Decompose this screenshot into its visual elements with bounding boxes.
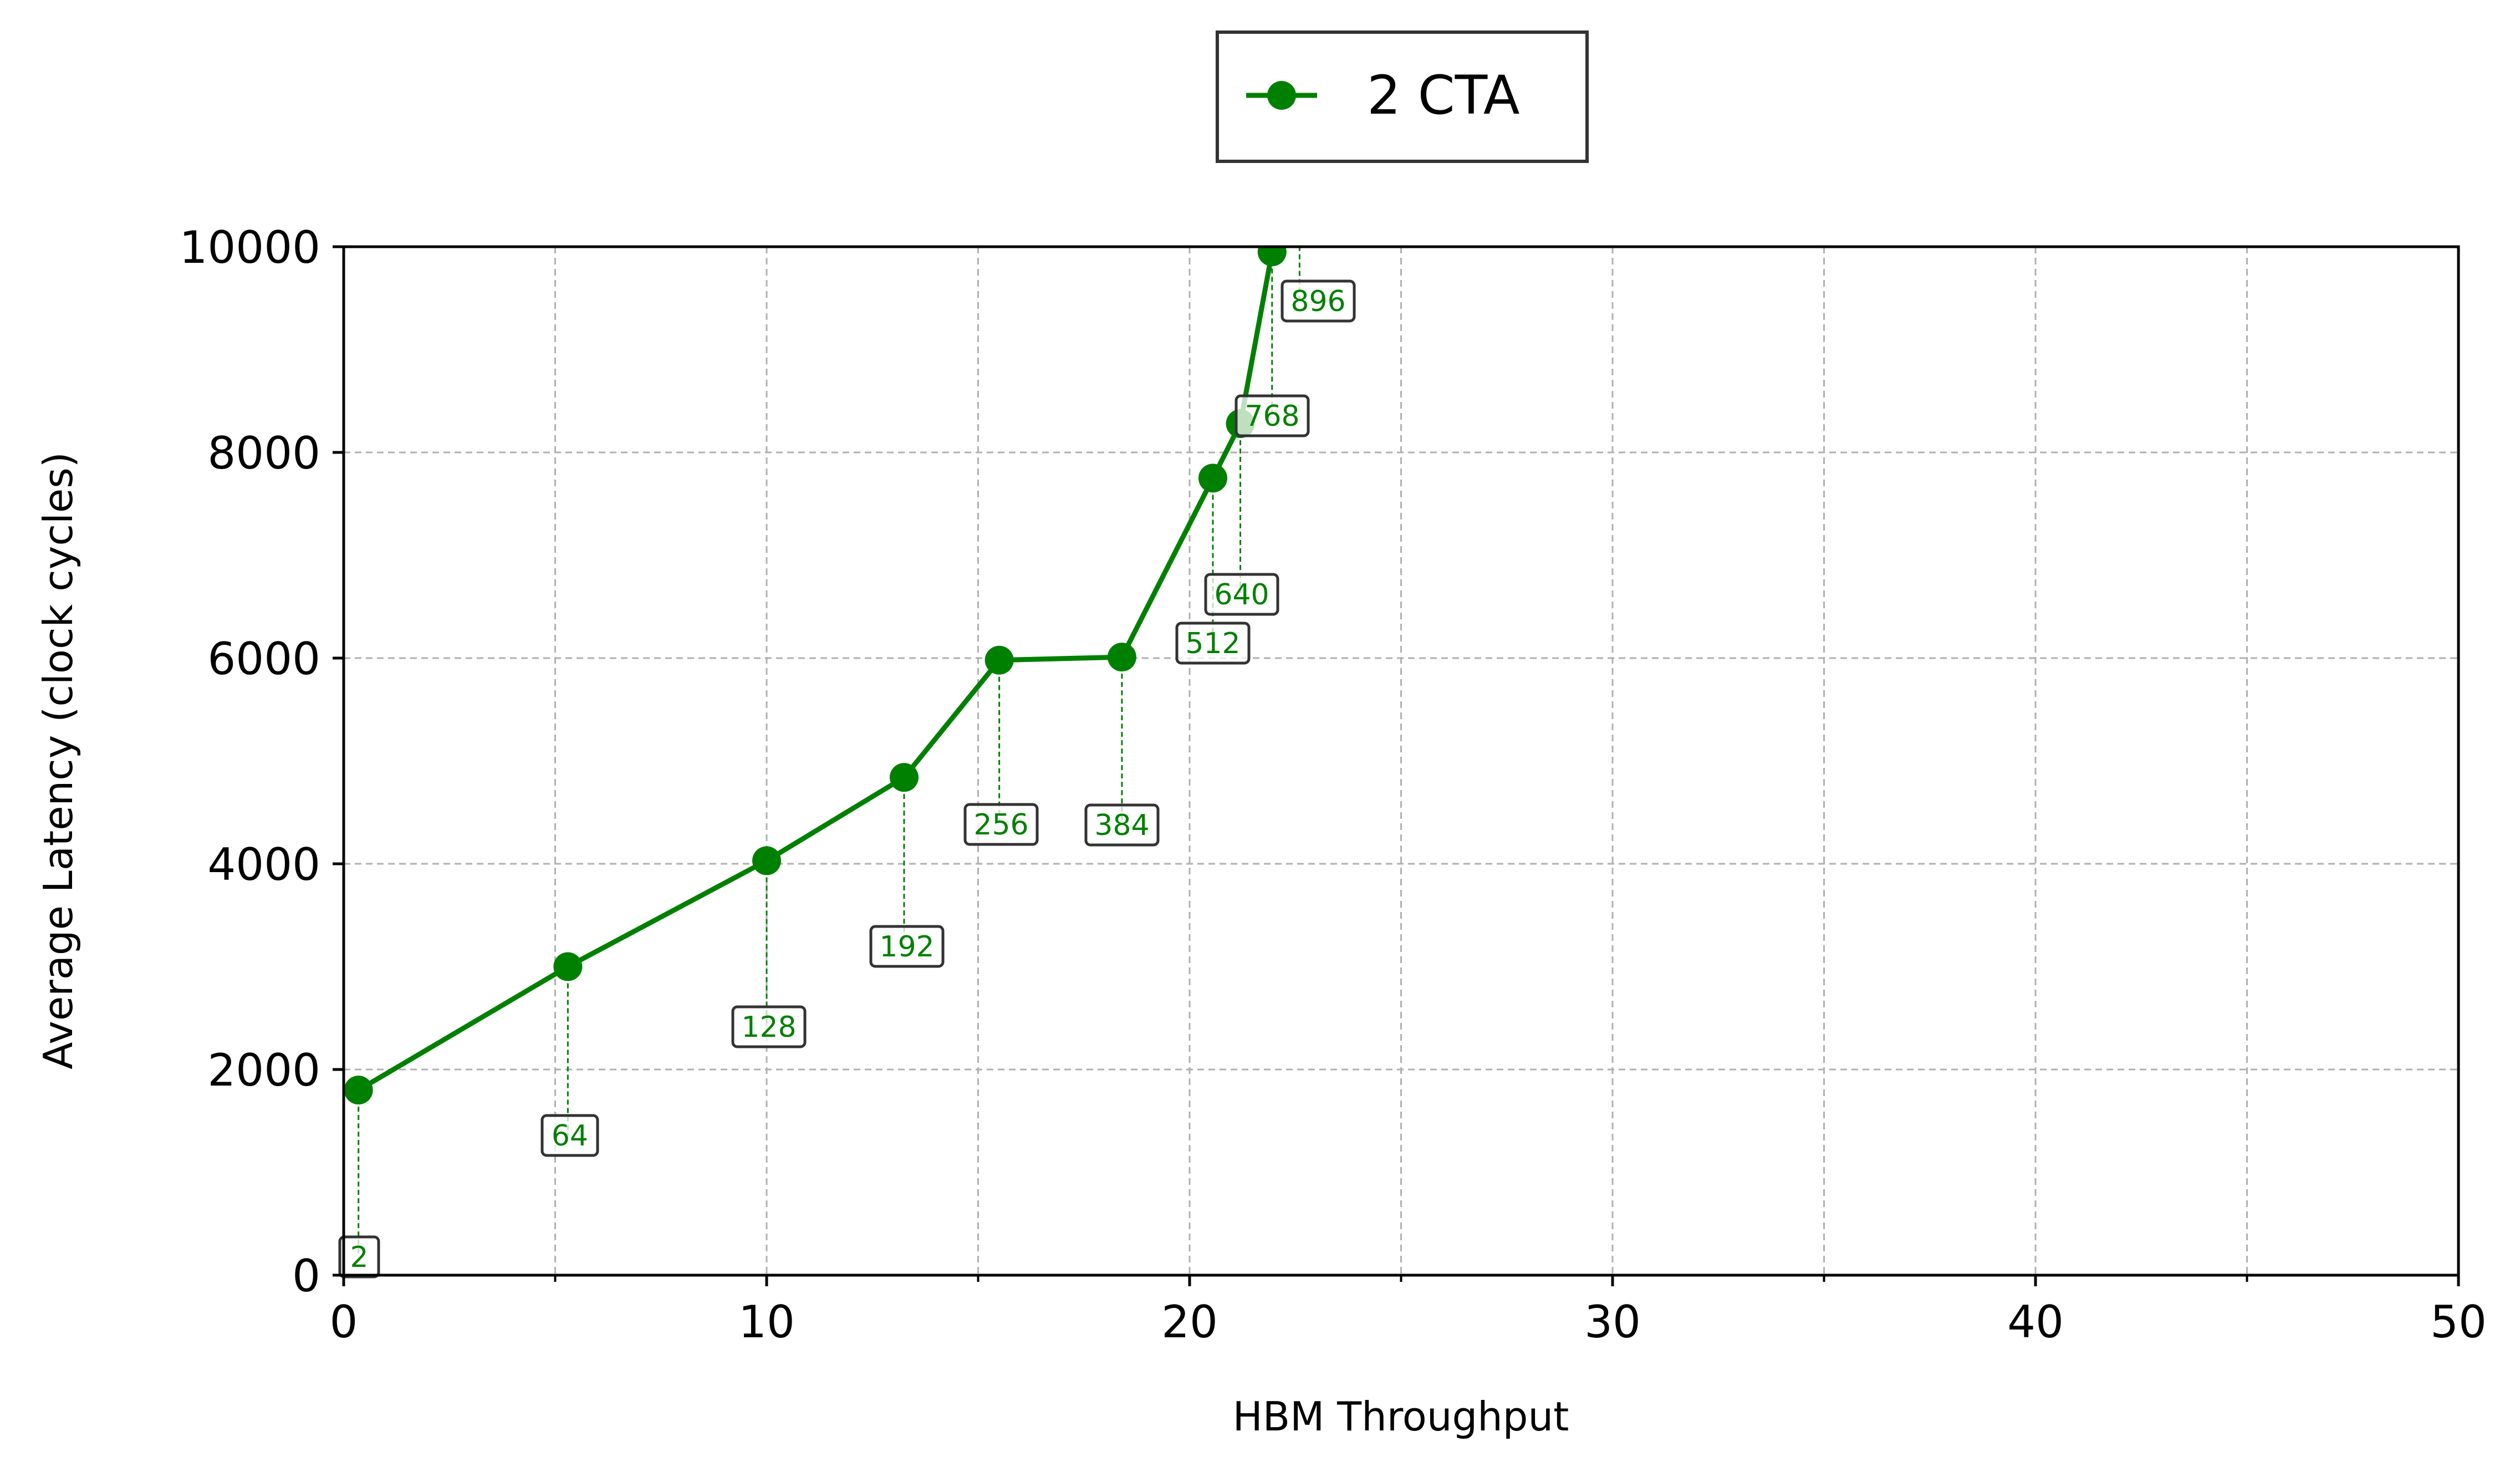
point-label-box	[869, 925, 945, 968]
point-annotations: 2 64 128 192 256 384 512 640 768 896	[338, 279, 1356, 1279]
data-point	[553, 952, 583, 981]
y-tick-label: 4000	[207, 839, 320, 890]
legend-label: 2 CTA	[1367, 64, 1519, 126]
data-point	[1198, 463, 1227, 493]
point-label-text: 128	[741, 1011, 796, 1044]
grid	[344, 247, 2458, 1275]
axis-ticks: 0 10 20 30 40 50 0 2000 4000 6000 8000 10000	[180, 222, 2487, 1348]
legend-marker	[1267, 81, 1296, 110]
point-label-text: 896	[1290, 285, 1345, 318]
data-point	[984, 645, 1014, 675]
y-tick-label: 10000	[180, 222, 321, 273]
data-point	[1285, 207, 1314, 236]
point-label: 64	[540, 1114, 599, 1157]
x-tick-label: 30	[1584, 1296, 1641, 1348]
point-label: 384	[1084, 803, 1160, 847]
point-label-text: 64	[552, 1119, 588, 1153]
point-label-text: 512	[1185, 627, 1240, 660]
data-point	[344, 1076, 373, 1105]
x-tick-label: 40	[2007, 1296, 2064, 1348]
x-axis-title: HBM Throughput	[1233, 1393, 1569, 1440]
data-point	[752, 846, 781, 875]
series-line	[357, 247, 1281, 1092]
legend: 2 CTA	[1216, 30, 1589, 163]
point-label-box	[963, 803, 1039, 846]
point-label: 768	[1235, 394, 1310, 437]
point-label-box	[1084, 803, 1160, 847]
data-point	[889, 763, 919, 792]
point-label-box	[1281, 279, 1356, 323]
series-2cta	[344, 207, 1314, 1105]
point-label-box	[731, 1005, 807, 1048]
point-label-box	[540, 1114, 599, 1157]
y-tick-label: 6000	[207, 633, 320, 685]
point-label: 896	[1281, 279, 1356, 323]
point-label-box	[338, 1235, 380, 1279]
y-axis-title: Average Latency (clock cycles)	[35, 452, 81, 1069]
point-label-text: 192	[879, 930, 934, 964]
y-tick-label: 0	[292, 1250, 320, 1302]
point-label-text: 768	[1244, 400, 1299, 433]
x-tick-label: 0	[330, 1296, 358, 1348]
data-point	[1107, 643, 1136, 672]
point-label: 640	[1204, 573, 1279, 616]
point-label: 2	[338, 1235, 380, 1279]
point-label: 256	[963, 803, 1039, 846]
point-label: 128	[731, 1005, 807, 1048]
point-label-box	[1175, 622, 1251, 665]
y-tick-label: 2000	[207, 1045, 320, 1096]
point-label-text: 384	[1094, 809, 1149, 842]
point-label-text: 640	[1214, 578, 1269, 612]
x-tick-label: 50	[2430, 1296, 2487, 1348]
y-tick-label: 8000	[207, 427, 320, 479]
x-tick-label: 20	[1161, 1296, 1218, 1348]
drop-lines	[358, 247, 1300, 1256]
point-label-box	[1204, 573, 1279, 616]
point-label: 192	[869, 925, 945, 968]
data-point	[1257, 247, 1287, 267]
point-label-box	[1235, 394, 1310, 437]
point-label-text: 2	[350, 1241, 368, 1274]
x-tick-label: 10	[738, 1296, 795, 1348]
point-label: 512	[1175, 622, 1251, 665]
point-label-text: 256	[973, 808, 1028, 842]
